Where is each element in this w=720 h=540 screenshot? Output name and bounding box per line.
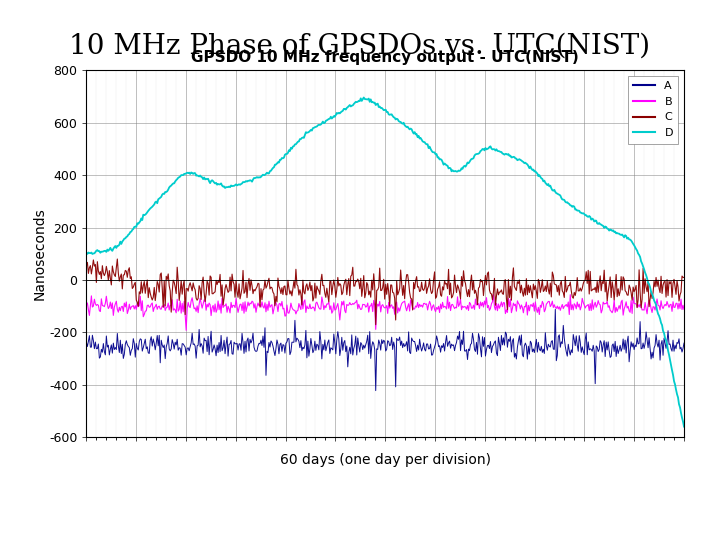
A [436,342,444,349]
A [680,340,688,346]
D [482,146,491,153]
C [372,321,380,328]
Text: 10 MHz Phase of GPSDOs vs. UTC(NIST): 10 MHz Phase of GPSDOs vs. UTC(NIST) [69,32,651,59]
D [359,94,368,101]
A [82,339,91,346]
A [235,340,244,347]
Legend: A, B, C, D: A, B, C, D [628,76,678,144]
C [113,256,122,262]
Text: National Institute of
Standards and Technology: National Institute of Standards and Tech… [14,498,200,526]
D [353,99,361,105]
B [482,294,491,301]
B [489,292,498,298]
B [82,302,91,309]
Line: A: A [86,309,684,390]
C [534,276,543,282]
B [189,300,197,307]
C [483,270,492,276]
Line: C: C [86,259,684,325]
B [182,327,191,334]
B [237,301,246,307]
A [533,349,541,355]
X-axis label: 60 days (one day per division): 60 days (one day per division) [279,454,491,468]
B [354,306,362,312]
Line: B: B [86,295,684,330]
C [189,280,197,286]
Title: GPSDO 10 MHz frequency output - UTC(NIST): GPSDO 10 MHz frequency output - UTC(NIST… [192,50,579,65]
D [680,423,688,430]
B [436,309,444,316]
D [188,170,197,176]
A [482,346,491,353]
Y-axis label: Nanoseconds: Nanoseconds [32,207,46,300]
D [82,250,91,256]
A [353,352,361,358]
D [533,170,541,177]
A [188,330,197,336]
B [680,306,688,313]
C [680,274,688,281]
C [82,262,91,269]
A [372,387,380,394]
C [354,276,362,282]
Line: D: D [86,98,684,427]
C [436,292,445,298]
D [436,156,444,163]
B [534,304,543,310]
A [551,306,559,313]
C [237,291,246,297]
D [235,181,244,188]
